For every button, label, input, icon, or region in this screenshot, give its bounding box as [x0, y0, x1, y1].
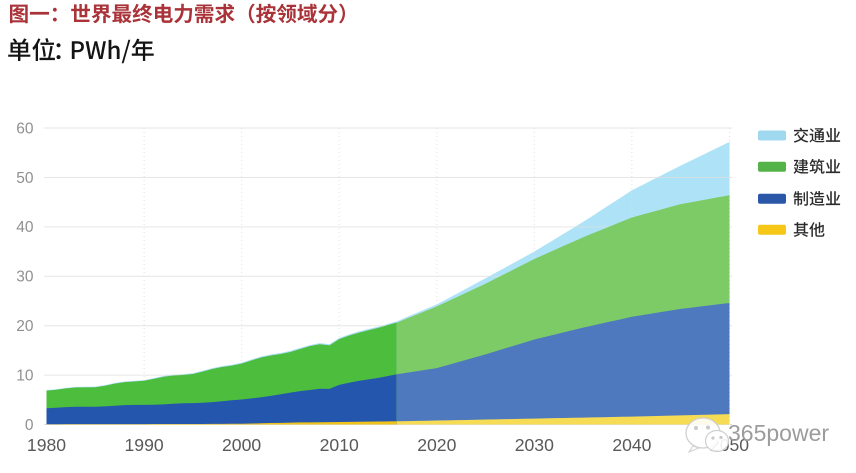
svg-text:10: 10	[16, 367, 34, 384]
svg-text:0: 0	[25, 417, 34, 434]
svg-text:365power: 365power	[728, 420, 829, 446]
svg-text:1980: 1980	[27, 435, 66, 455]
svg-text:2030: 2030	[515, 435, 554, 455]
svg-text:2000: 2000	[222, 435, 261, 455]
svg-text:2010: 2010	[320, 435, 359, 455]
svg-text:20: 20	[16, 318, 34, 335]
svg-text:1990: 1990	[125, 435, 164, 455]
svg-text:60: 60	[16, 120, 34, 137]
svg-text:50: 50	[16, 170, 34, 187]
svg-text:2020: 2020	[417, 435, 456, 455]
svg-text:30: 30	[16, 269, 34, 286]
svg-text:2040: 2040	[612, 435, 651, 455]
svg-text:40: 40	[16, 219, 34, 236]
